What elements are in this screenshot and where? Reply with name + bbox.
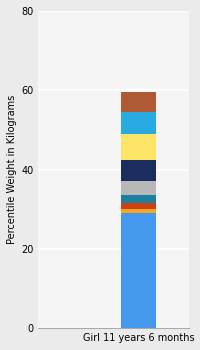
Bar — [121, 112, 156, 134]
Y-axis label: Percentile Weight in Kilograms: Percentile Weight in Kilograms — [7, 95, 17, 244]
Bar — [121, 181, 156, 195]
Bar — [121, 160, 156, 181]
Bar — [121, 195, 156, 203]
Bar — [121, 92, 156, 112]
Bar — [121, 134, 156, 160]
Bar — [121, 213, 156, 328]
Bar — [121, 209, 156, 213]
Bar — [121, 203, 156, 209]
